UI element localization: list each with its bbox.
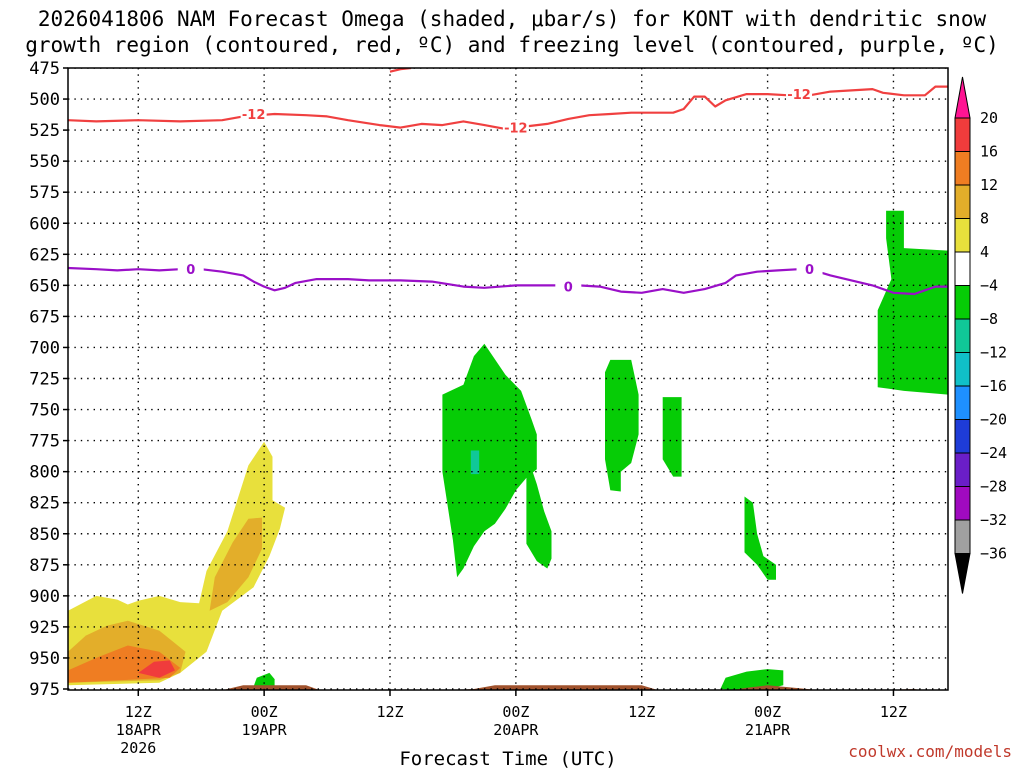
omega-region-6: [720, 669, 784, 690]
chart-title-line2: growth region (contoured, red, ºC) and f…: [25, 33, 999, 57]
dgz-contour-label: -12: [242, 108, 266, 123]
y-tick-label: 650: [29, 276, 60, 296]
omega-region-7: [253, 672, 275, 689]
freezing-contour-label-bg: [796, 261, 823, 277]
x-tick-label: 00Z: [754, 703, 781, 721]
colorbar-box: [954, 486, 971, 521]
dgz-contour-line: [68, 85, 948, 130]
colorbar-label: −32: [980, 511, 1007, 529]
y-tick-label: 725: [29, 370, 60, 390]
y-tick-label: 475: [29, 59, 60, 79]
y-tick-label: 900: [29, 587, 60, 607]
freezing-contour-label: 0: [186, 263, 195, 278]
x-tick-label: 21APR: [745, 721, 791, 739]
dgz-contour-label-bg: [502, 119, 529, 135]
y-tick-label: 525: [29, 121, 60, 141]
dgz-contour-label: -12: [787, 88, 811, 103]
colorbar-label: −8: [980, 310, 998, 328]
y-tick-label: 800: [29, 463, 60, 483]
colorbar-label: 20: [980, 109, 998, 127]
colorbar-box: [954, 318, 971, 353]
omega-region-8: [470, 450, 480, 475]
freezing-contour-label: 0: [564, 281, 573, 296]
colorbar-box: [954, 251, 971, 286]
y-tick-label: 750: [29, 401, 60, 421]
omega-region-2: [605, 359, 639, 492]
y-tick-label: 850: [29, 525, 60, 545]
omega-region-13: [138, 660, 175, 678]
colorbar-box: [954, 385, 971, 420]
colorbar-box: [954, 519, 971, 554]
x-tick-label: 12Z: [880, 703, 907, 721]
x-tick-label: 2026: [120, 739, 156, 757]
omega-region-5: [877, 210, 948, 395]
colorbar-label: −28: [980, 478, 1007, 496]
x-axis-label: Forecast Time (UTC): [399, 748, 616, 768]
colorbar-box: [954, 117, 971, 152]
y-tick-label: 675: [29, 307, 60, 327]
plot-area: -12 -12 -12 0 0 0: [68, 68, 948, 690]
y-tick-label: 875: [29, 556, 60, 576]
x-tick-label: 20APR: [493, 721, 539, 739]
credit-text: coolwx.com/models: [848, 742, 1012, 761]
y-tick-label: 975: [29, 680, 60, 700]
x-tick-label: 12Z: [376, 703, 403, 721]
colorbar-box: [954, 151, 971, 186]
y-tick-label: 775: [29, 432, 60, 452]
colorbar-box: [954, 184, 971, 219]
freezing-contour-label: 0: [805, 263, 814, 278]
colorbar-label: 4: [980, 243, 989, 261]
colorbar-box: [954, 352, 971, 387]
colorbar-label: −24: [980, 444, 1007, 462]
x-tick-label: 00Z: [251, 703, 278, 721]
dgz-contour-label-bg: [240, 105, 267, 121]
y-tick-label: 575: [29, 183, 60, 203]
colorbar-label: 16: [980, 143, 998, 161]
colorbar-top-arrow: [954, 76, 971, 119]
colorbar-box: [954, 218, 971, 253]
x-tick-label: 12Z: [125, 703, 152, 721]
colorbar-box: [954, 285, 971, 320]
y-tick-label: 825: [29, 494, 60, 514]
y-tick-label: 550: [29, 152, 60, 172]
ground-fill: [223, 685, 921, 690]
y-tick-label: 950: [29, 649, 60, 669]
chart-title-line1: 2026041806 NAM Forecast Omega (shaded, μ…: [37, 7, 987, 31]
omega-region-11: [209, 517, 262, 611]
dgz-contour-label-bg: [786, 86, 813, 102]
freezing-contour-label-bg: [177, 261, 204, 277]
y-tick-label: 600: [29, 214, 60, 234]
colorbar-label: 8: [980, 210, 989, 228]
x-tick-label: 00Z: [502, 703, 529, 721]
dgz-contour-label: -12: [504, 122, 528, 137]
freezing-contour-line: [68, 266, 948, 296]
x-tick-label: 18APR: [116, 721, 162, 739]
y-tick-label: 625: [29, 245, 60, 265]
colorbar-label: −4: [980, 277, 998, 295]
colorbar-label: −36: [980, 545, 1007, 563]
y-tick-label: 700: [29, 338, 60, 358]
omega-region-4: [744, 496, 776, 580]
colorbar-box: [954, 419, 971, 454]
x-tick-label: 12Z: [628, 703, 655, 721]
y-tick-label: 925: [29, 618, 60, 638]
colorbar-label: −16: [980, 377, 1007, 395]
y-tick-label: 500: [29, 90, 60, 110]
omega-region-1: [526, 453, 552, 569]
colorbar-label: −20: [980, 411, 1007, 429]
colorbar-bottom-arrow: [954, 553, 971, 594]
colorbar-box: [954, 452, 971, 487]
omega-region-0: [442, 343, 537, 578]
colorbar-label: 12: [980, 176, 998, 194]
colorbar-label: −12: [980, 344, 1007, 362]
omega-region-3: [662, 397, 682, 477]
freezing-contour-label-bg: [555, 278, 582, 294]
x-tick-label: 19APR: [242, 721, 288, 739]
